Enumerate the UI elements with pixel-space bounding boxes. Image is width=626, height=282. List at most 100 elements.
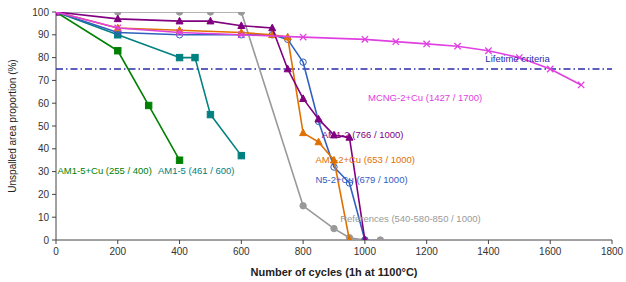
point-marker	[346, 236, 353, 240]
point-marker	[207, 17, 214, 24]
x-tick	[241, 240, 242, 244]
point-marker	[207, 111, 213, 117]
x-tick	[550, 240, 551, 244]
x-tick	[179, 240, 180, 244]
point-marker	[454, 43, 460, 49]
y-tick-label: 100	[32, 7, 49, 18]
y-tick-label: 0	[43, 235, 49, 246]
x-tick-label: 800	[295, 246, 312, 257]
series-line	[56, 12, 365, 240]
plot-area	[56, 12, 612, 240]
point-marker	[176, 157, 182, 163]
series-line	[56, 12, 365, 240]
y-tick	[52, 126, 56, 127]
y-tick-label: 70	[38, 75, 50, 86]
x-tick	[56, 240, 57, 244]
x-tick-label: 0	[53, 246, 59, 257]
y-tick-label: 50	[38, 121, 50, 132]
x-tick-label: 1400	[477, 246, 500, 257]
x-tick-label: 1600	[539, 246, 562, 257]
x-axis-line	[56, 240, 612, 241]
annotation: Lifetime criteria	[485, 53, 550, 64]
point-marker	[361, 236, 368, 240]
series	[56, 12, 368, 240]
y-tick	[52, 217, 56, 218]
point-marker	[145, 102, 151, 108]
y-tick-label: 10	[38, 212, 50, 223]
point-marker	[176, 29, 182, 35]
y-axis-label: Unspalled area proportion (%)	[7, 59, 18, 192]
x-tick	[303, 240, 304, 244]
series	[56, 12, 384, 240]
series	[56, 12, 584, 88]
point-marker	[377, 237, 383, 240]
chart: 0200400600800100012001400160018000102030…	[0, 0, 626, 282]
point-marker	[362, 237, 368, 240]
x-tick	[488, 240, 489, 244]
point-marker	[578, 82, 584, 88]
annotation: AM1-2+Cu (653 / 1000)	[315, 154, 415, 165]
y-tick	[52, 194, 56, 195]
y-tick-label: 20	[38, 189, 50, 200]
series-line	[56, 12, 380, 240]
annotation: AM1-2 (766 / 1000)	[322, 129, 404, 140]
point-marker	[362, 237, 368, 240]
y-tick	[52, 57, 56, 58]
point-marker	[238, 32, 244, 38]
point-marker	[393, 38, 399, 44]
point-marker	[115, 25, 121, 31]
point-marker	[300, 34, 306, 40]
point-marker	[238, 12, 244, 15]
x-tick-label: 400	[171, 246, 188, 257]
y-tick-label: 40	[38, 143, 50, 154]
y-tick	[52, 148, 56, 149]
annotation: AM1-5 (461 / 600)	[158, 165, 235, 176]
point-marker	[115, 48, 121, 54]
point-marker	[176, 12, 182, 15]
point-marker	[114, 15, 121, 22]
annotations: Lifetime criteria MCNG-2+Cu (1427 / 1700)…	[58, 53, 551, 224]
point-marker	[315, 115, 322, 122]
point-marker	[547, 66, 553, 72]
y-tick	[52, 12, 56, 13]
point-marker	[284, 65, 291, 72]
x-tick-label: 600	[233, 246, 250, 257]
annotation: MCNG-2+Cu (1427 / 1700)	[368, 92, 482, 103]
point-marker	[238, 22, 245, 29]
axes: 0200400600800100012001400160018000102030…	[32, 7, 623, 258]
series	[56, 12, 353, 240]
x-tick	[117, 240, 118, 244]
reference-line	[56, 68, 612, 70]
y-tick-label: 60	[38, 98, 50, 109]
annotation: References (540-580-850 / 1000)	[340, 213, 480, 224]
point-marker	[176, 54, 182, 60]
y-tick	[52, 171, 56, 172]
point-marker	[300, 129, 307, 136]
series	[56, 12, 368, 240]
point-marker	[192, 54, 198, 60]
series-line	[56, 12, 581, 85]
x-tick-label: 1200	[416, 246, 439, 257]
y-tick-label: 90	[38, 29, 50, 40]
annotation: N5-2+Cu (679 / 1000)	[315, 174, 407, 185]
point-marker	[300, 59, 306, 65]
point-marker	[300, 95, 307, 102]
series-line	[56, 12, 349, 240]
point-marker	[269, 24, 276, 31]
x-tick-label: 1000	[354, 246, 377, 257]
y-tick	[52, 103, 56, 104]
point-marker	[423, 41, 429, 47]
point-marker	[300, 203, 306, 209]
x-tick	[612, 240, 613, 244]
point-marker	[362, 36, 368, 42]
y-tick	[52, 80, 56, 81]
y-tick-label: 80	[38, 52, 50, 63]
point-marker	[238, 152, 244, 158]
x-tick-label: 1800	[601, 246, 624, 257]
annotation: AM1-5+Cu (255 / 400)	[58, 165, 152, 176]
y-tick	[52, 240, 56, 241]
point-marker	[207, 12, 213, 15]
x-axis-label: Number of cycles (1h at 1100°C)	[250, 266, 417, 278]
point-marker	[176, 17, 183, 24]
point-marker	[56, 12, 59, 15]
